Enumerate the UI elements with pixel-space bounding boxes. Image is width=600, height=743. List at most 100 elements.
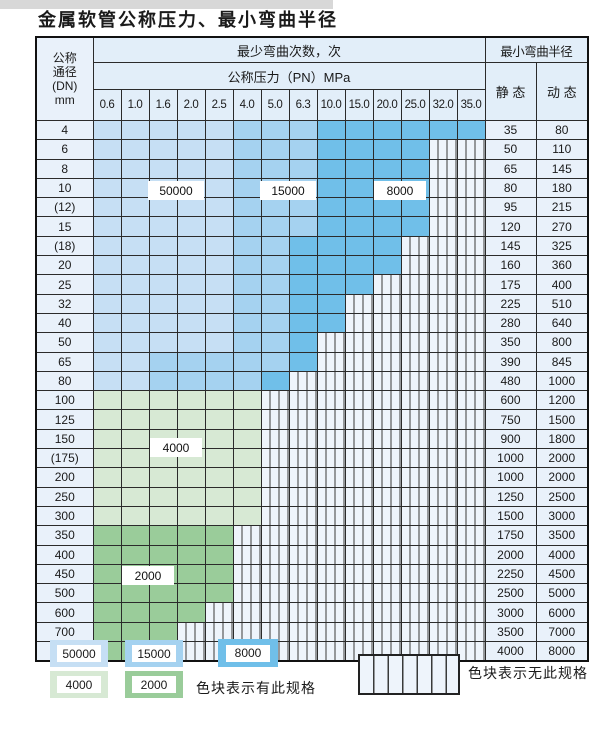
spec-cell-no-spec [456, 409, 486, 430]
spec-cell-no-spec [456, 544, 486, 565]
spec-cell-no-spec [372, 274, 402, 295]
table-row: (12) 95 215 [35, 197, 589, 218]
spec-cell-no-spec [372, 602, 402, 623]
spec-cell-no-spec [400, 312, 430, 334]
pressure-col-header: 10.0 [316, 89, 346, 121]
spec-cell-4000 [92, 390, 122, 411]
spec-cell-15000 [260, 139, 290, 160]
spec-cell-no-spec [316, 351, 346, 372]
spec-cell-50000 [120, 370, 150, 392]
dn-cell: 65 [35, 351, 94, 372]
spec-cell-4000 [120, 409, 150, 430]
dynamic-value-cell: 6000 [535, 602, 589, 623]
spec-cell-no-spec [232, 621, 262, 643]
header-row-2: 公称压力（PN）MPa 静 态 动 态 [36, 62, 589, 121]
table-row: (18) 145 325 [35, 235, 589, 257]
dynamic-value-cell: 325 [535, 235, 589, 257]
dn-cell: 450 [35, 563, 94, 585]
spec-cell-no-spec [400, 563, 430, 585]
spec-cell-no-spec [260, 583, 290, 604]
bend-cycles-header: 最少弯曲次数，次 [92, 36, 486, 63]
spec-cell-15000 [232, 197, 262, 218]
spec-cell-8000 [344, 216, 374, 237]
static-value-cell: 80 [484, 177, 537, 199]
spec-cell-no-spec [456, 274, 486, 295]
spec-cell-4000 [232, 467, 262, 488]
spec-cell-15000 [232, 216, 262, 237]
spec-cell-8000 [344, 119, 374, 141]
spec-cell-15000 [232, 351, 262, 372]
spec-cell-50000 [176, 255, 206, 276]
spec-cell-2000 [92, 544, 122, 565]
spec-cell-2000 [148, 621, 178, 643]
spec-cell-50000 [92, 139, 122, 160]
dn-cell: 200 [35, 467, 94, 488]
dynamic-value-cell: 1500 [535, 409, 589, 430]
spec-cell-2000 [120, 583, 150, 604]
spec-cell-no-spec [400, 486, 430, 507]
spec-cell-15000 [148, 370, 178, 392]
spec-cell-8000 [344, 274, 374, 295]
spec-cell-2000 [92, 602, 122, 623]
spec-cell-15000 [232, 119, 262, 141]
table-row: 300 1500 3000 [35, 505, 589, 527]
legend-swatch-50000: 50000 [50, 640, 108, 667]
spec-cell-8000 [316, 139, 346, 160]
spec-cell-no-spec [288, 505, 318, 527]
dn-cell: (18) [35, 235, 94, 257]
legend-swatch-label: 4000 [57, 676, 101, 693]
spec-cell-no-spec [260, 467, 290, 488]
spec-cell-50000 [120, 158, 150, 179]
static-value-cell: 2250 [484, 563, 537, 585]
spec-cell-no-spec [260, 505, 290, 527]
dn-cell: 700 [35, 621, 94, 643]
spec-cell-8000 [372, 235, 402, 257]
spec-cell-4000 [92, 486, 122, 507]
spec-cell-no-spec [372, 467, 402, 488]
spec-cell-no-spec [400, 505, 430, 527]
spec-cell-no-spec [260, 525, 290, 546]
dynamic-value-cell: 7000 [535, 621, 589, 643]
spec-cell-no-spec [400, 602, 430, 623]
pressure-col-header: 0.6 [92, 89, 122, 121]
spec-cell-no-spec [400, 467, 430, 488]
spec-cell-15000 [232, 177, 262, 199]
spec-cell-8000 [344, 139, 374, 160]
static-value-cell: 50 [484, 139, 537, 160]
static-value-cell: 3000 [484, 602, 537, 623]
spec-cell-50000 [148, 274, 178, 295]
dn-cell: 150 [35, 428, 94, 450]
spec-cell-no-spec [456, 312, 486, 334]
spec-cell-15000 [260, 158, 290, 179]
in-table-label-8000: 8000 [374, 181, 426, 200]
spec-cell-no-spec [344, 351, 374, 372]
spec-cell-no-spec [400, 409, 430, 430]
dn-cell: 10 [35, 177, 94, 199]
spec-cell-50000 [176, 332, 206, 353]
spec-cell-4000 [92, 505, 122, 527]
spec-cell-8000 [372, 139, 402, 160]
spec-cell-50000 [92, 312, 122, 334]
spec-cell-no-spec [288, 602, 318, 623]
spec-cell-50000 [204, 235, 234, 257]
table-row: 32 225 510 [35, 293, 589, 314]
dynamic-value-cell: 400 [535, 274, 589, 295]
spec-cell-no-spec [316, 409, 346, 430]
spec-cell-50000 [120, 293, 150, 314]
static-value-cell: 750 [484, 409, 537, 430]
spec-cell-no-spec [456, 351, 486, 372]
dn-cell: 4 [35, 119, 94, 141]
dynamic-value-cell: 215 [535, 197, 589, 218]
spec-cell-8000 [316, 158, 346, 179]
spec-cell-50000 [176, 197, 206, 218]
spec-cell-no-spec [456, 255, 486, 276]
spec-cell-no-spec [316, 563, 346, 585]
dn-cell: 400 [35, 544, 94, 565]
static-value-cell: 350 [484, 332, 537, 353]
spec-cell-15000 [260, 332, 290, 353]
radius-header: 最小弯曲半径 [484, 36, 589, 63]
spec-cell-no-spec [344, 583, 374, 604]
spec-cell-no-spec [288, 467, 318, 488]
spec-cell-4000 [92, 409, 122, 430]
spec-cell-no-spec [428, 621, 458, 643]
